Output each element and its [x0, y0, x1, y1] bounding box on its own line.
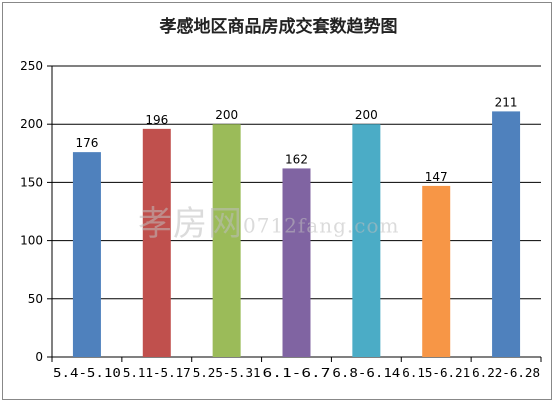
- data-label-6.22-6.28: 211: [495, 95, 518, 109]
- bar-6.15-6.21: [422, 185, 451, 357]
- category-label-5.4-5.10: 5.4-5.10: [53, 366, 121, 380]
- bar-5.25-5.31: [212, 124, 241, 357]
- data-label-6.1-6.7: 162: [285, 152, 308, 166]
- bar-6.8-6.14: [352, 124, 381, 357]
- watermark-url: 0712fang.com: [243, 213, 400, 238]
- y-tick-label-50: 50: [28, 292, 43, 306]
- category-label-6.22-6.28: 6.22-6.28: [472, 366, 540, 380]
- y-tick-label-150: 150: [20, 175, 43, 189]
- watermark-brand: 孝房网: [138, 204, 243, 244]
- bar-5.11-5.17: [142, 128, 171, 357]
- bar-6.22-6.28: [492, 111, 521, 358]
- data-label-6.8-6.14: 200: [355, 108, 378, 122]
- data-label-6.15-6.21: 147: [425, 170, 448, 184]
- y-tick-label-100: 100: [20, 234, 43, 248]
- data-label-5.25-5.31: 200: [215, 108, 238, 122]
- chart-title: 孝感地区商品房成交套数趋势图: [159, 17, 398, 37]
- category-label-6.1-6.7: 6.1-6.7: [263, 366, 331, 380]
- category-label-5.11-5.17: 5.11-5.17: [123, 366, 191, 380]
- data-label-5.11-5.17: 196: [145, 113, 168, 127]
- bar-6.1-6.7: [282, 168, 311, 357]
- category-label-6.8-6.14: 6.8-6.14: [332, 366, 400, 380]
- y-tick-label-250: 250: [20, 59, 43, 73]
- y-tick-label-200: 200: [20, 117, 43, 131]
- y-tick-label-0: 0: [35, 350, 43, 364]
- bar-5.4-5.10: [72, 152, 101, 357]
- category-label-6.15-6.21: 6.15-6.21: [402, 366, 470, 380]
- data-label-5.4-5.10: 176: [75, 136, 98, 150]
- watermark: 孝房网0712fang.com: [138, 196, 399, 245]
- category-label-5.25-5.31: 5.25-5.31: [193, 366, 261, 380]
